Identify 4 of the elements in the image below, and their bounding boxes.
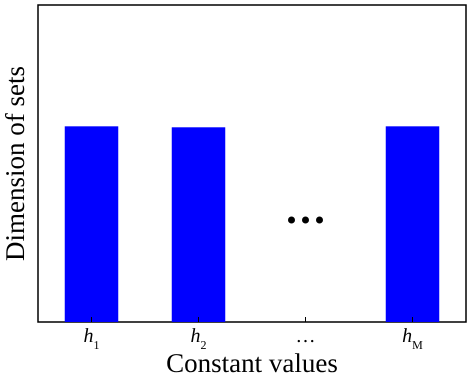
y-axis-title: Dimension of sets [0,66,30,261]
x-tick-label: h$_{M}$ [402,325,424,352]
x-tick-label: … [296,325,316,347]
x-tick-label: h$_{1}$ [84,325,100,352]
